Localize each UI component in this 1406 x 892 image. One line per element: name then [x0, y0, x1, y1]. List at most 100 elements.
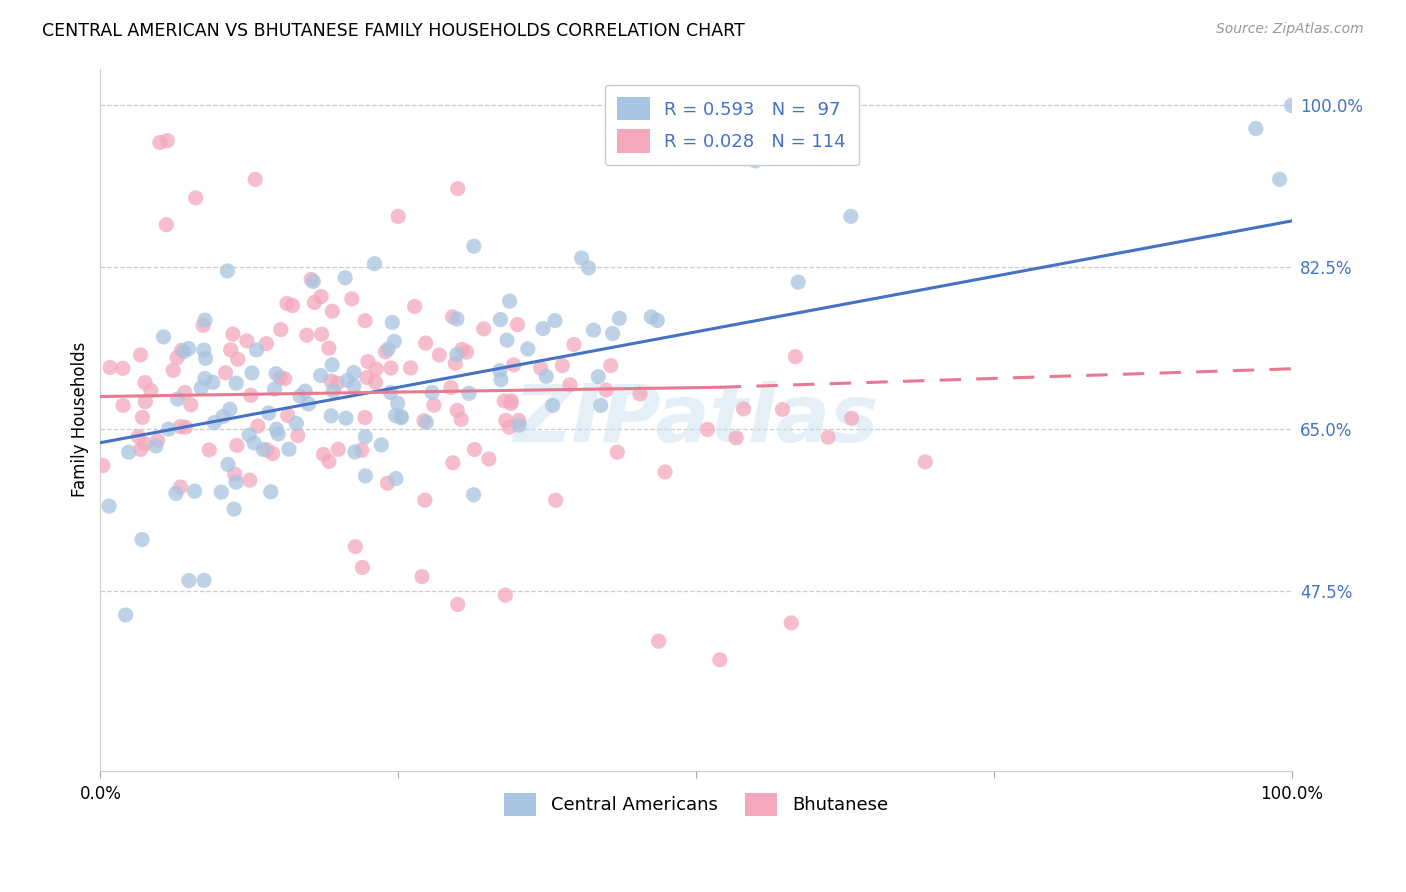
Point	[139, 384, 162, 398]
Point	[352, 560, 374, 574]
Point	[1244, 121, 1267, 136]
Point	[246, 419, 269, 434]
Point	[599, 359, 621, 373]
Point	[166, 392, 188, 406]
Point	[420, 385, 443, 400]
Point	[212, 409, 235, 424]
Point	[287, 428, 309, 442]
Point	[311, 327, 333, 342]
Point	[530, 361, 553, 376]
Point	[239, 473, 262, 487]
Point	[281, 298, 304, 312]
Point	[302, 275, 325, 289]
Point	[508, 413, 530, 427]
Point	[609, 311, 631, 326]
Point	[387, 396, 409, 410]
Point	[344, 540, 367, 554]
Point	[209, 485, 232, 500]
Point	[336, 373, 359, 387]
Point	[114, 607, 136, 622]
Point	[389, 410, 412, 425]
Point	[127, 430, 149, 444]
Point	[595, 383, 617, 397]
Point	[498, 294, 520, 309]
Point	[226, 352, 249, 367]
Point	[384, 409, 406, 423]
Point	[411, 569, 433, 583]
Point	[506, 318, 529, 332]
Point	[350, 443, 373, 458]
Point	[194, 371, 217, 385]
Point	[170, 343, 193, 358]
Point	[377, 476, 399, 491]
Point	[343, 379, 366, 393]
Point	[224, 467, 246, 482]
Point	[174, 385, 197, 400]
Point	[129, 348, 152, 362]
Point	[193, 574, 215, 588]
Point	[364, 362, 387, 376]
Point	[787, 275, 810, 289]
Point	[177, 574, 200, 588]
Point	[499, 393, 522, 408]
Point	[134, 394, 156, 409]
Point	[463, 442, 485, 457]
Point	[285, 417, 308, 431]
Point	[494, 588, 516, 602]
Point	[169, 419, 191, 434]
Point	[318, 454, 340, 468]
Point	[381, 315, 404, 329]
Point	[446, 347, 468, 361]
Point	[318, 341, 340, 355]
Point	[496, 333, 519, 347]
Point	[817, 430, 839, 444]
Point	[441, 456, 464, 470]
Point	[299, 272, 322, 286]
Point	[322, 384, 344, 398]
Point	[531, 321, 554, 335]
Point	[335, 411, 357, 425]
Point	[225, 376, 247, 391]
Point	[382, 334, 405, 349]
Point	[494, 393, 516, 408]
Point	[240, 366, 263, 380]
Point	[744, 153, 766, 168]
Point	[225, 475, 247, 490]
Point	[236, 334, 259, 348]
Point	[297, 397, 319, 411]
Point	[343, 445, 366, 459]
Point	[364, 376, 387, 390]
Point	[156, 134, 179, 148]
Point	[380, 385, 402, 400]
Point	[733, 401, 755, 416]
Point	[276, 296, 298, 310]
Point	[387, 210, 409, 224]
Point	[326, 376, 349, 391]
Point	[489, 312, 512, 326]
Text: Source: ZipAtlas.com: Source: ZipAtlas.com	[1216, 22, 1364, 37]
Point	[111, 361, 134, 376]
Point	[772, 402, 794, 417]
Text: CENTRAL AMERICAN VS BHUTANESE FAMILY HOUSEHOLDS CORRELATION CHART: CENTRAL AMERICAN VS BHUTANESE FAMILY HOU…	[42, 22, 745, 40]
Point	[582, 323, 605, 337]
Point	[413, 414, 436, 428]
Point	[780, 615, 803, 630]
Point	[463, 239, 485, 253]
Point	[134, 376, 156, 390]
Point	[257, 406, 280, 420]
Point	[444, 356, 467, 370]
Point	[321, 358, 343, 372]
Point	[277, 409, 299, 423]
Point	[157, 422, 180, 436]
Point	[194, 351, 217, 366]
Point	[654, 465, 676, 479]
Point	[446, 312, 468, 326]
Point	[266, 422, 288, 436]
Point	[252, 442, 274, 457]
Point	[571, 251, 593, 265]
Point	[256, 442, 278, 457]
Point	[499, 396, 522, 410]
Point	[544, 493, 567, 508]
Point	[502, 358, 524, 372]
Point	[357, 354, 380, 368]
